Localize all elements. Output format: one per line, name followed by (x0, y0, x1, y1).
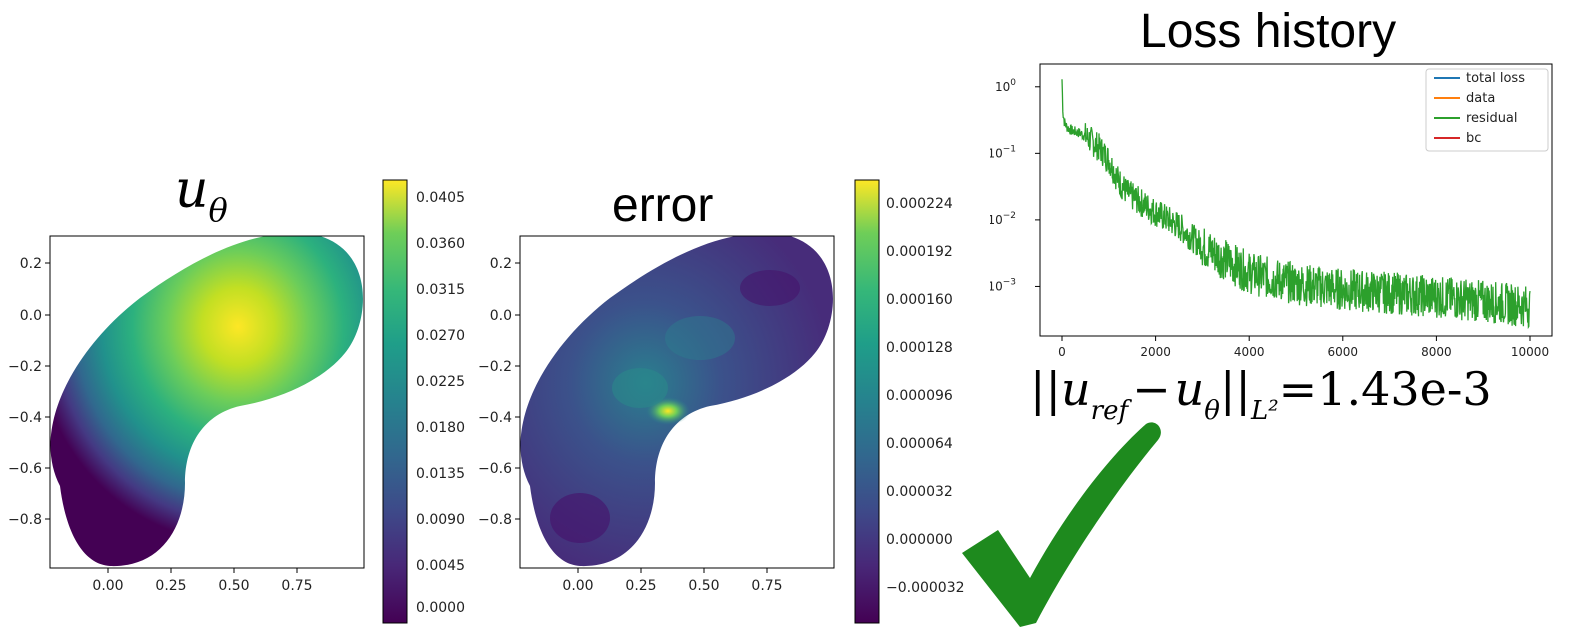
x-tick-label: 0.00 (92, 578, 123, 594)
colorbar-tick: 0.0045 (416, 558, 465, 574)
colorbar-tick: 0.0090 (416, 512, 465, 528)
colorbar-tick: 0.000192 (886, 244, 953, 260)
x-tick-label: 0.50 (218, 578, 249, 594)
y-tick-label: 0.0 (20, 308, 42, 324)
y-tick-label: −0.8 (8, 512, 42, 528)
x-tick-label: 6000 (1328, 345, 1359, 359)
colorbar-tick: −0.000032 (886, 580, 965, 596)
u-theta-colorbar: 0.0405 0.0360 0.0315 0.0270 0.0225 0.018… (382, 179, 465, 624)
y-tick-label: 100 (995, 78, 1016, 94)
error-colorbar-ticks: 0.000224 0.000192 0.000160 0.000128 0.00… (886, 196, 965, 596)
colorbar-tick: 0.000096 (886, 388, 953, 404)
legend-label: residual (1466, 111, 1518, 126)
colorbar-tick: 0.000000 (886, 532, 953, 548)
y-tick-label: 0.0 (490, 308, 512, 324)
x-tick-label: 4000 (1234, 345, 1265, 359)
u-theta-title: uθ (175, 160, 228, 229)
legend-label: bc (1466, 131, 1481, 146)
colorbar-tick: 0.0000 (416, 600, 465, 616)
y-tick-label: −0.2 (478, 359, 512, 375)
y-tick-label: −0.6 (478, 461, 512, 477)
y-tick-label: −0.4 (478, 410, 512, 426)
loss-x-ticks: 0 2000 4000 6000 8000 10000 (1058, 336, 1549, 359)
y-tick-label: 10−3 (990, 277, 1016, 293)
x-tick-label: 0.25 (155, 578, 186, 594)
legend-label: data (1466, 91, 1495, 106)
colorbar-tick: 0.0225 (416, 374, 465, 390)
u-theta-field (50, 236, 363, 567)
x-tick-label: 0.25 (625, 578, 656, 594)
colorbar-tick: 0.0315 (416, 282, 465, 298)
y-tick-label: 10−2 (990, 211, 1016, 227)
colorbar-tick: 0.0180 (416, 420, 465, 436)
error-plot: 0.00 0.25 0.50 0.75 0.2 0.0 −0.2 −0.4 −0… (478, 235, 835, 594)
colorbar-tick: 0.000224 (886, 196, 953, 212)
y-tick-label: −0.8 (478, 512, 512, 528)
y-tick-label: 0.2 (490, 256, 512, 272)
legend-label: total loss (1466, 71, 1525, 86)
loss-legend: total loss data residual bc (1425, 68, 1549, 152)
l2-error-formula: ||uref−uθ||L²=1.43e-3 (1030, 362, 1492, 426)
colorbar-tick: 0.000160 (886, 292, 953, 308)
x-tick-label: 8000 (1421, 345, 1452, 359)
error-frame (519, 235, 835, 569)
u-theta-frame (49, 235, 365, 569)
colorbar-tick: 0.000032 (886, 484, 953, 500)
x-tick-label: 0.00 (562, 578, 593, 594)
y-tick-label: −0.2 (8, 359, 42, 375)
loss-title: Loss history (1140, 5, 1397, 58)
loss-y-ticks: 100 10−1 10−2 10−3 (990, 78, 1040, 293)
x-tick-label: 0 (1058, 345, 1066, 359)
x-tick-label: 2000 (1140, 345, 1171, 359)
x-tick-label: 0.75 (751, 578, 782, 594)
error-x-ticks: 0.00 0.25 0.50 0.75 (562, 568, 783, 594)
error-y-ticks: 0.2 0.0 −0.2 −0.4 −0.6 −0.8 (478, 256, 520, 528)
loss-plot: 100 10−1 10−2 10−3 0 2000 4000 6000 8000 10000 t… (990, 63, 1553, 359)
colorbar-tick: 0.000128 (886, 340, 953, 356)
colorbar-tick: 0.000064 (886, 436, 953, 452)
x-tick-label: 0.75 (281, 578, 312, 594)
y-tick-label: 10−1 (990, 144, 1016, 160)
y-tick-label: 0.2 (20, 256, 42, 272)
error-title: error (612, 179, 714, 232)
u-theta-y-ticks: 0.2 0.0 −0.2 −0.4 −0.6 −0.8 (8, 256, 50, 528)
y-tick-label: −0.4 (8, 410, 42, 426)
u-theta-plot: 0.00 0.25 0.50 0.75 0.2 0.0 −0.2 −0.4 −0… (8, 235, 365, 594)
residual-series-line (1061, 79, 1531, 330)
error-colorbar: 0.000224 0.000192 0.000160 0.000128 0.00… (854, 179, 965, 624)
colorbar-tick: 0.0135 (416, 466, 465, 482)
colorbar-tick: 0.0360 (416, 236, 465, 252)
y-tick-label: −0.6 (8, 461, 42, 477)
u-colorbar-ticks: 0.0405 0.0360 0.0315 0.0270 0.0225 0.018… (416, 190, 465, 616)
x-tick-label: 10000 (1511, 345, 1549, 359)
colorbar-tick: 0.0270 (416, 328, 465, 344)
u-theta-x-ticks: 0.00 0.25 0.50 0.75 (92, 568, 313, 594)
colorbar-tick: 0.0405 (416, 190, 465, 206)
x-tick-label: 0.50 (688, 578, 719, 594)
checkmark-icon (962, 422, 1161, 627)
